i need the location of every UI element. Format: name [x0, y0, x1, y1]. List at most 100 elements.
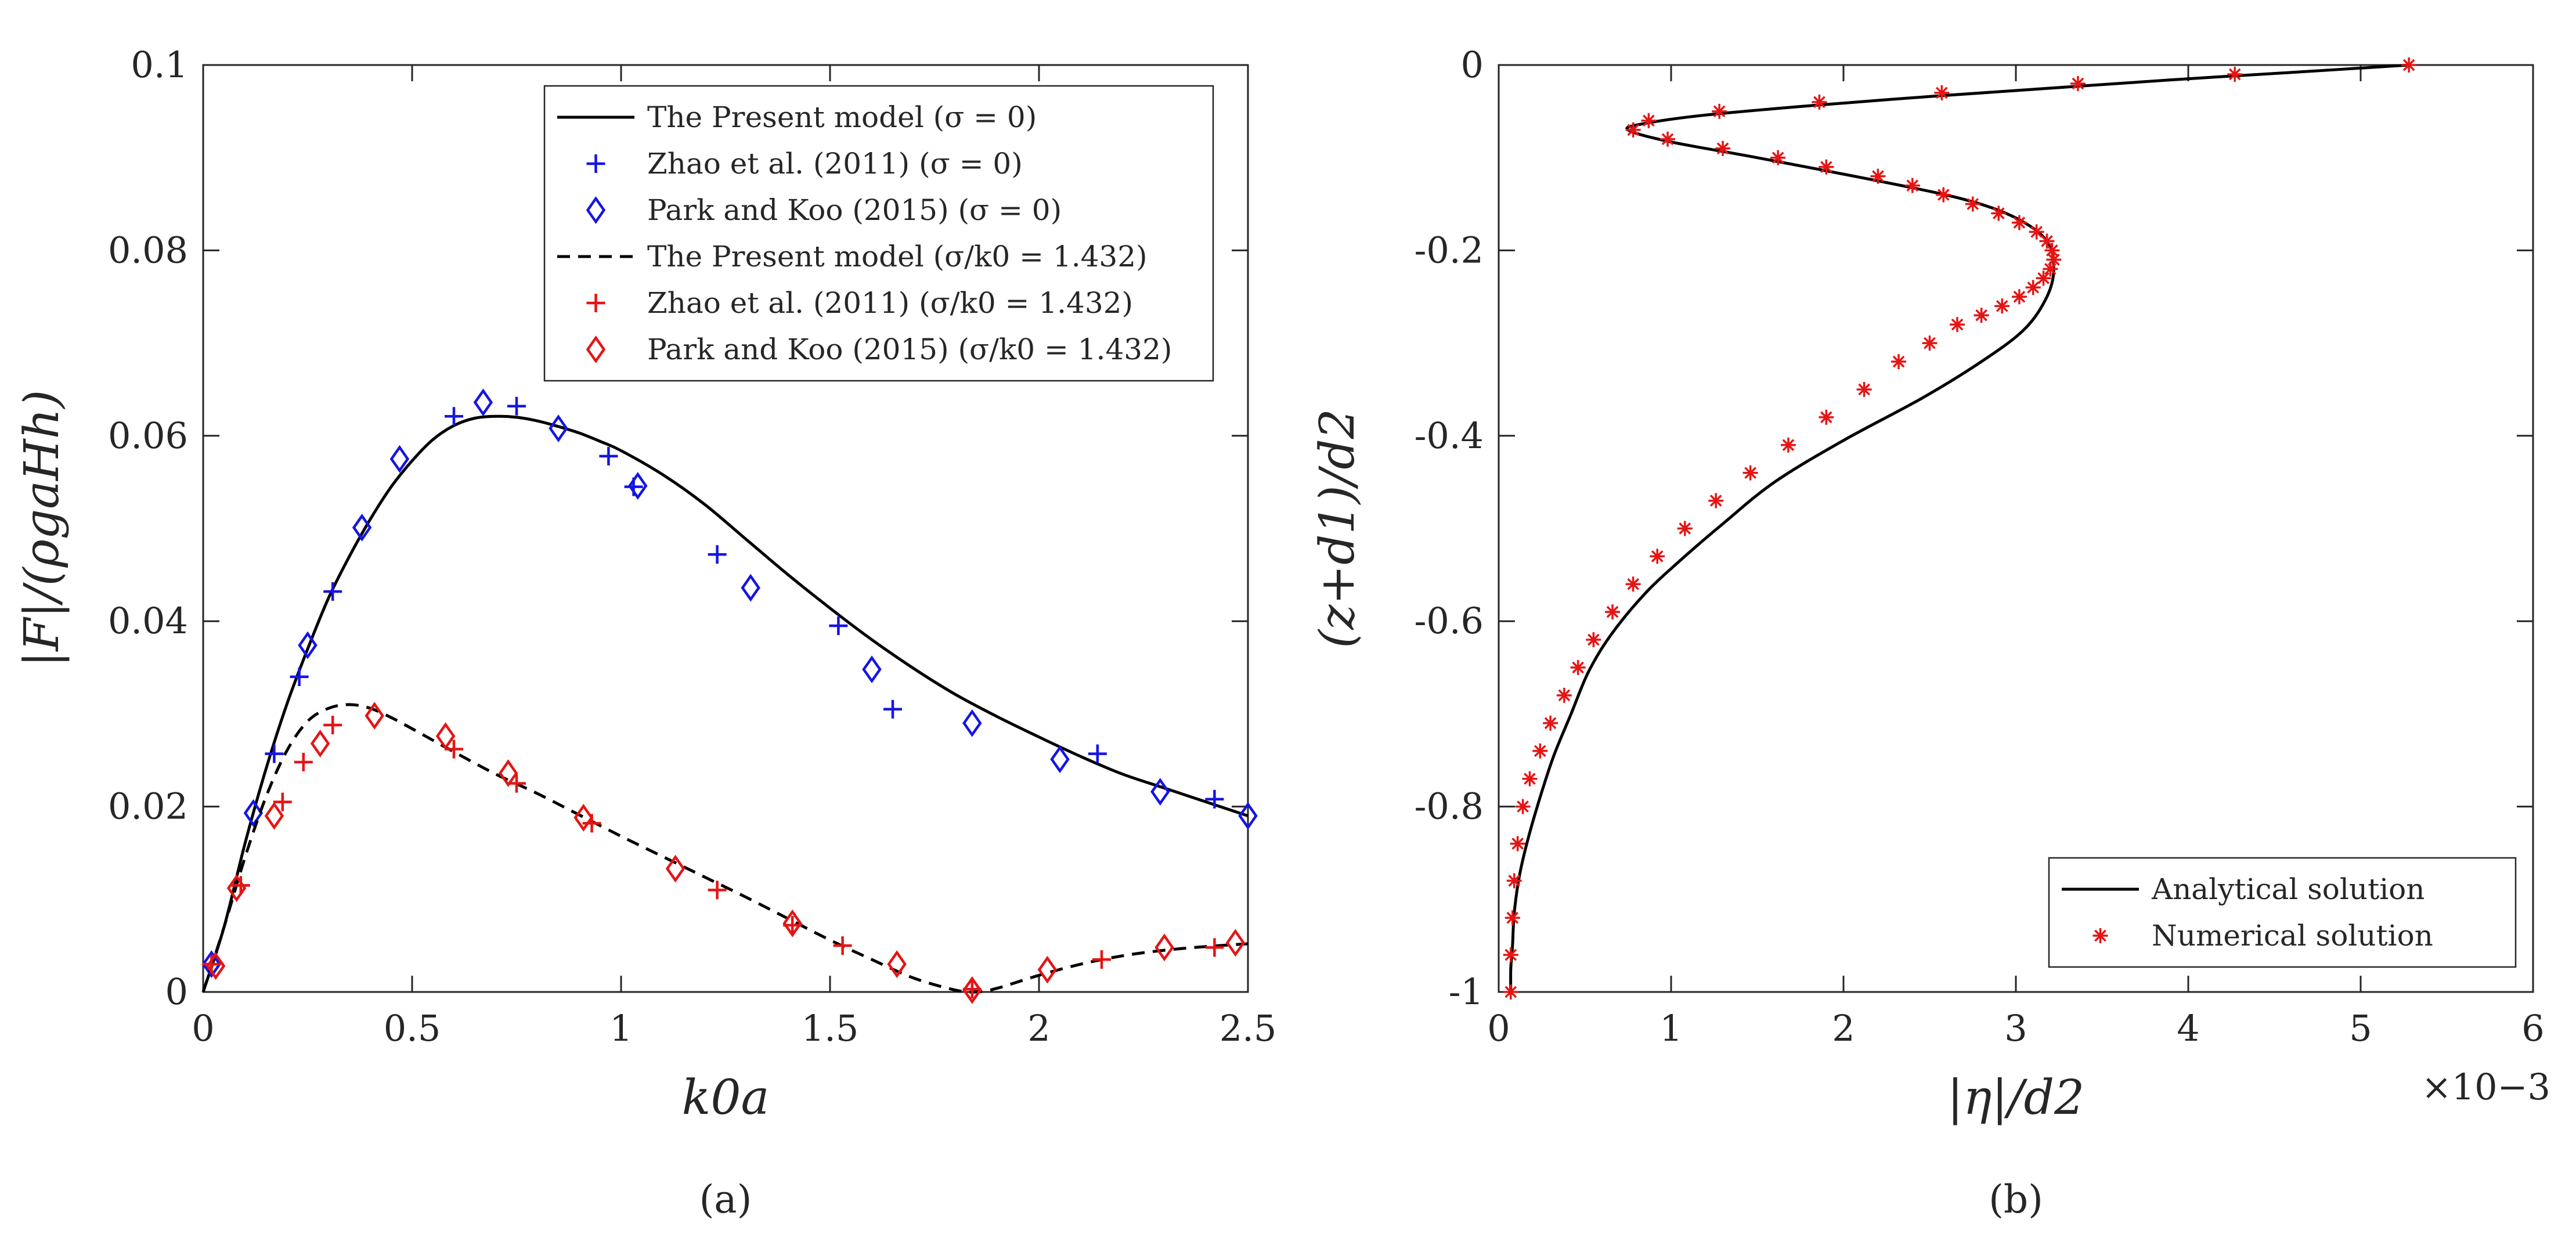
data-point: [741, 573, 760, 602]
data-point-d: [1679, 522, 1691, 535]
data-point-d: [1661, 133, 1674, 146]
data-point: [962, 976, 982, 1004]
data-point: [1503, 984, 1518, 1000]
data-point-d: [2041, 235, 2053, 247]
x-axis-label: k0a: [682, 1070, 770, 1125]
data-point: [323, 582, 342, 601]
x-tick-label: 0.5: [384, 1007, 441, 1049]
data-point: [1650, 549, 1665, 564]
data-point: [1092, 950, 1111, 969]
data-point: [549, 414, 568, 442]
data-point: [310, 730, 330, 757]
y-tick-label: -0.6: [1414, 600, 1484, 642]
legend-item: Park and Koo (2015) (σ/k0 = 1.432): [586, 333, 1172, 366]
x-axis-label: |η|/d2: [1947, 1070, 2085, 1125]
x-tick-label: 5: [2349, 1007, 2372, 1049]
data-point: [829, 616, 848, 636]
y-tick-label: -0.8: [1414, 785, 1484, 828]
data-point-d: [1505, 986, 1517, 998]
data-point-d: [2037, 272, 2050, 284]
y-axis-label: (z+d1)/d2: [1310, 409, 1365, 648]
data-point-d: [1813, 96, 1825, 109]
legend-swatch-d: [2094, 929, 2106, 942]
data-point-d: [2072, 77, 2084, 90]
data-point-d: [1606, 605, 1619, 618]
data-point-d: [1627, 578, 1639, 590]
data-point: [1708, 493, 1724, 508]
data-point: [2025, 280, 2041, 295]
data-point: [2070, 75, 2086, 91]
data-point: [201, 950, 222, 979]
y-tick-label: 0: [165, 970, 188, 1013]
data-point: [445, 407, 463, 426]
data-point: [323, 716, 342, 735]
data-point: [1819, 159, 1834, 175]
data-point-d: [2402, 59, 2415, 71]
legend: Analytical solution Numerical solution: [2048, 857, 2517, 968]
series-1: [265, 396, 1224, 809]
plot-area: [1498, 64, 2534, 993]
series-3: [201, 703, 1249, 994]
data-point: [1625, 122, 1641, 138]
data-point-d: [1627, 124, 1639, 136]
data-point: [1936, 187, 1951, 203]
data-point: [226, 874, 247, 903]
data-point: [1505, 910, 1520, 926]
data-point-d: [1782, 439, 1795, 452]
legend-swatch: [586, 154, 605, 173]
data-point: [1515, 799, 1531, 814]
data-point-d: [1951, 318, 1964, 331]
panel-label: (b): [1989, 1177, 2043, 1222]
data-point: [1238, 802, 1258, 830]
data-point-d: [1820, 411, 1832, 424]
data-point: [1974, 308, 1989, 323]
data-point: [1677, 521, 1693, 536]
data-point: [1205, 938, 1224, 957]
y-tick-label: 0.02: [108, 785, 188, 828]
x-tick-label: 1.5: [802, 1007, 859, 1049]
data-point: [389, 445, 410, 473]
data-point: [1934, 85, 1950, 100]
data-point: [1532, 743, 1548, 759]
data-point: [1812, 94, 1827, 110]
data-point: [243, 799, 264, 827]
panel-b: 0 1 2 3 4 5 6 0 -0.2 -0.4 -0.6 -0.8 -1 |η|/d2 (z+d1)/d…: [1310, 44, 2550, 1222]
data-point: [1522, 771, 1538, 786]
legend-box: [543, 85, 1214, 382]
data-point: [1870, 168, 1886, 184]
legend-item: The Present model (σ = 0): [557, 100, 1037, 134]
legend-item: Numerical solution: [2092, 919, 2433, 952]
legend: The Present model (σ = 0) Zhao et al. (20…: [543, 85, 1214, 382]
legend-label: The Present model (σ = 0): [647, 100, 1037, 134]
data-point: [1712, 103, 1727, 119]
series-line: [1509, 63, 2409, 993]
data-point: [1088, 744, 1107, 763]
data-point: [1586, 632, 1601, 648]
data-point: [1556, 687, 1572, 703]
x-tick-label: 1: [609, 1007, 632, 1049]
data-point: [1994, 298, 2010, 314]
data-point: [273, 792, 292, 811]
y-tick-label: -0.4: [1414, 414, 1484, 457]
data-point: [1891, 354, 1907, 370]
data-point: [1965, 196, 1980, 212]
data-point: [498, 759, 518, 788]
x-tick-label: 2: [1832, 1007, 1855, 1049]
data-point: [1605, 604, 1621, 620]
data-point: [628, 472, 648, 500]
data-point: [1570, 660, 1586, 676]
data-point: [2029, 224, 2044, 240]
legend-item: Zhao et al. (2011) (σ/k0 = 1.432): [586, 286, 1133, 320]
data-point: [2011, 289, 2027, 305]
data-point-d: [1544, 717, 1557, 730]
data-point: [1904, 178, 1920, 193]
legend-item: The Present model (σ/k0 = 1.432): [557, 240, 1148, 273]
data-point-d: [2013, 217, 2026, 229]
x-tick-label: 3: [2004, 1007, 2027, 1049]
legend-label: Analytical solution: [2151, 872, 2425, 906]
data-point-d: [1996, 300, 2008, 312]
data-point: [1154, 933, 1174, 962]
data-point: [2401, 57, 2417, 73]
data-point: [473, 388, 493, 417]
data-point: [435, 722, 456, 750]
